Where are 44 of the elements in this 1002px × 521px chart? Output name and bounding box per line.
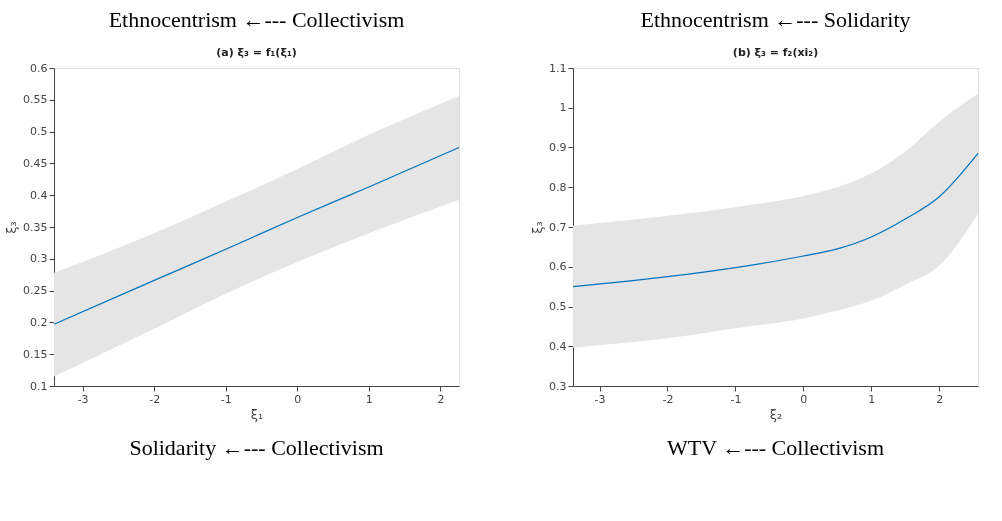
text: Ethnocentrism ←--- Collectivism — [108, 7, 405, 32]
y-tick-label: 0.15 — [23, 347, 48, 361]
chart-title: (b) ξ₃ = f₂(xi₂) — [732, 46, 819, 59]
x-tick-label: 1 — [868, 392, 876, 406]
x-tick-label: -3 — [77, 392, 89, 406]
y-tick-label: 0.6 — [30, 61, 48, 75]
x-tick-label: -1 — [220, 392, 232, 406]
y-tick-label: 0.1 — [30, 379, 48, 393]
chart-title: (a) ξ₃ = f₁(ξ₁) — [216, 46, 297, 59]
y-tick-label: 0.9 — [549, 141, 567, 154]
text: Solidarity ←--- Collectivism — [129, 435, 384, 460]
x-axis-title: ξ₁ — [250, 406, 264, 422]
y-tick-label: 0.2 — [30, 315, 48, 329]
x-tick-label: -3 — [594, 392, 606, 406]
y-tick-label: 0.7 — [549, 220, 567, 234]
y-tick-label: 0.3 — [30, 252, 48, 266]
y-tick-label: 0.5 — [549, 300, 567, 313]
y-axis-title: ξ₃ — [4, 221, 20, 234]
y-tick-label: 0.35 — [23, 220, 48, 234]
y-tick-label: 0.8 — [549, 180, 567, 194]
y-tick-label: 1 — [559, 101, 567, 115]
x-tick-label: -2 — [662, 392, 674, 406]
y-tick-label: 0.3 — [549, 379, 567, 393]
x-tick-label: 1 — [365, 392, 373, 406]
x-tick-label: 0 — [294, 392, 302, 406]
y-axis-title: ξ₃ — [530, 221, 546, 234]
y-tick-label: 0.6 — [549, 260, 567, 274]
y-tick-label: 0.45 — [23, 156, 48, 170]
x-tick-label: 0 — [800, 392, 808, 406]
x-tick-label: 2 — [437, 392, 445, 406]
y-tick-label: 1.1 — [549, 61, 567, 75]
text: Ethnocentrism ←--- Solidarity — [640, 7, 911, 32]
y-tick-label: 0.4 — [549, 339, 567, 353]
line-series — [572, 152, 979, 288]
x-tick-label: 2 — [936, 392, 944, 406]
x-tick-label: -2 — [149, 392, 161, 406]
text: WTV ←--- Collectivism — [666, 435, 885, 460]
y-tick-label: 0.25 — [23, 284, 48, 298]
x-tick-label: -1 — [730, 392, 742, 406]
y-tick-label: 0.4 — [30, 188, 48, 202]
x-axis-title: ξ₂ — [769, 406, 783, 422]
line-series — [53, 146, 460, 325]
y-tick-label: 0.5 — [30, 125, 48, 139]
y-tick-label: 0.55 — [23, 93, 48, 107]
